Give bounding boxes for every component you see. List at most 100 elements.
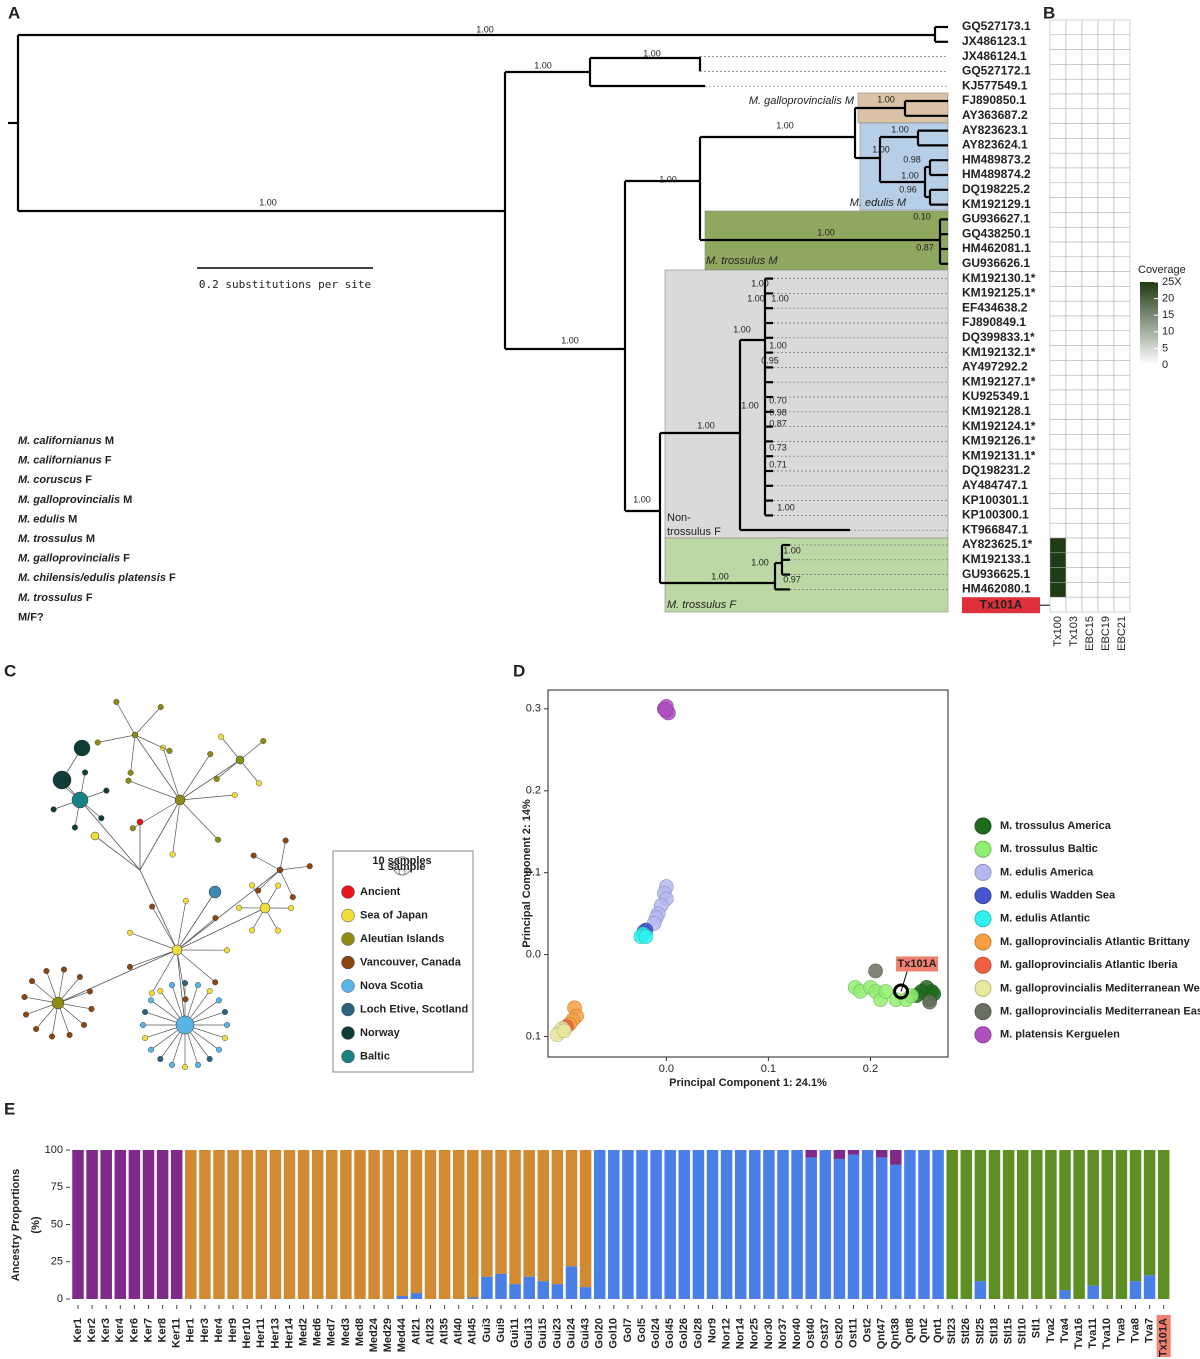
panel-label: E — [4, 1099, 15, 1118]
y-tick-label: 0.1 — [526, 867, 541, 879]
x-tick-label: 0.0 — [659, 1063, 674, 1075]
network-node — [259, 902, 271, 914]
legend-sex: M — [123, 494, 132, 506]
point — [878, 984, 894, 999]
heatmap-cell — [1097, 493, 1115, 509]
bar-segment — [664, 1150, 676, 1299]
heatmap-cell — [1113, 49, 1131, 65]
heatmap-cell — [1081, 315, 1099, 332]
heatmap-cell — [1081, 271, 1099, 287]
network-edge — [279, 869, 294, 898]
heatmap-cell — [1065, 508, 1083, 524]
heatmap-cell — [1113, 108, 1131, 124]
legend-label: Sea of Japan — [360, 909, 428, 921]
legend-entry: M. chilensis/edulis platensis F — [18, 572, 176, 584]
bar-segment — [156, 1150, 169, 1299]
bar-segment — [1115, 1150, 1128, 1299]
tip-label: AY823623.1 — [962, 123, 1028, 137]
x-tick-label: Tva11 — [1087, 1318, 1099, 1349]
network-node — [182, 897, 189, 904]
bar-segment — [974, 1281, 987, 1299]
tip-label: GU936626.1 — [962, 256, 1030, 270]
heatmap-cell — [1113, 537, 1131, 554]
network-edge — [253, 855, 281, 871]
heatmap-cell — [1113, 271, 1131, 287]
heatmap-cell — [1049, 271, 1067, 287]
heatmap-cell — [1065, 19, 1083, 36]
annotation-box — [896, 956, 939, 972]
tip-label: GU936627.1 — [962, 212, 1030, 226]
bar-segment — [326, 1150, 338, 1299]
size-key — [398, 868, 406, 876]
legend-sex: F — [85, 474, 92, 486]
heatmap-cell — [1049, 345, 1067, 361]
network-node — [142, 1009, 149, 1016]
bar-segment — [410, 1293, 423, 1299]
heatmap-cell — [1097, 19, 1115, 36]
network-node — [28, 978, 35, 985]
x-tick-label: Gui11 — [509, 1318, 521, 1348]
x-tick-label: Gui3 — [481, 1318, 493, 1342]
network-node — [289, 894, 296, 901]
network-edge — [176, 949, 186, 1000]
heatmap-cell — [1113, 596, 1131, 613]
x-tick-label: Ker8 — [157, 1318, 169, 1342]
heatmap-cell — [1065, 374, 1083, 391]
bar-segment — [354, 1150, 366, 1299]
heatmap-cell — [1049, 49, 1067, 65]
panel-label: C — [4, 661, 16, 680]
bar-segment — [283, 1150, 296, 1299]
bar-segment — [622, 1150, 634, 1299]
heatmap-cell — [1081, 419, 1099, 435]
legend-label: M. edulis Atlantic — [1000, 913, 1090, 925]
highlight-box — [962, 597, 1040, 614]
support-label: 0.96 — [899, 184, 917, 194]
legend-label: Aleutian Islands — [360, 933, 444, 945]
legend-label: Baltic — [360, 1050, 390, 1062]
heatmap-cell — [1049, 286, 1067, 302]
bar-segment — [763, 1150, 775, 1299]
bar-segment — [481, 1150, 493, 1277]
heatmap-cell — [1097, 567, 1115, 583]
x-tick-label: Ker4 — [114, 1317, 126, 1342]
legend-swatch — [341, 908, 355, 923]
point — [922, 994, 937, 1010]
x-tick-label: Nor37 — [777, 1318, 789, 1349]
heatmap-cell — [1081, 434, 1099, 450]
scale-label: 0.2 substitutions per site — [199, 278, 371, 291]
x-tick-label: Med7 — [326, 1318, 338, 1346]
legend-entry: M. coruscus F — [18, 474, 92, 486]
colorbar-tick-label: 10 — [1162, 326, 1174, 338]
legend-swatch — [974, 1026, 992, 1044]
x-tick-label: Med6 — [312, 1318, 324, 1346]
network-edge — [139, 799, 181, 871]
x-tick-label: Qnt2 — [918, 1318, 930, 1343]
x-tick-label: Stl10 — [1017, 1318, 1029, 1344]
x-tick-label: Med29 — [382, 1318, 394, 1352]
colorbar — [1140, 282, 1158, 365]
network-node — [127, 929, 134, 936]
network-node — [52, 770, 72, 790]
x-tick-label: Her10 — [241, 1318, 253, 1349]
heatmap-cell — [1049, 256, 1067, 272]
legend-label: Loch Etive, Scotland — [360, 1003, 468, 1015]
bar-segment — [495, 1273, 507, 1299]
bar-segment — [988, 1150, 1001, 1299]
heatmap-cell — [1065, 434, 1083, 450]
tip-label: AY823625.1* — [962, 537, 1033, 551]
heatmap-cell — [1113, 478, 1131, 494]
heatmap-cell — [1049, 182, 1067, 198]
y-tick-label: 0 — [57, 1293, 63, 1305]
bar-segment — [297, 1150, 310, 1299]
heatmap-cell — [1081, 389, 1099, 406]
bar-segment — [523, 1276, 535, 1299]
heatmap-cell — [1113, 448, 1131, 465]
support-label: 1.00 — [643, 48, 661, 58]
bar-segment — [1031, 1150, 1043, 1299]
network-node — [212, 915, 219, 922]
tip-label: JX486123.1 — [962, 34, 1027, 48]
heatmap-cell — [1065, 582, 1083, 598]
legend-swatch — [341, 932, 355, 946]
bar-segment — [509, 1150, 521, 1285]
